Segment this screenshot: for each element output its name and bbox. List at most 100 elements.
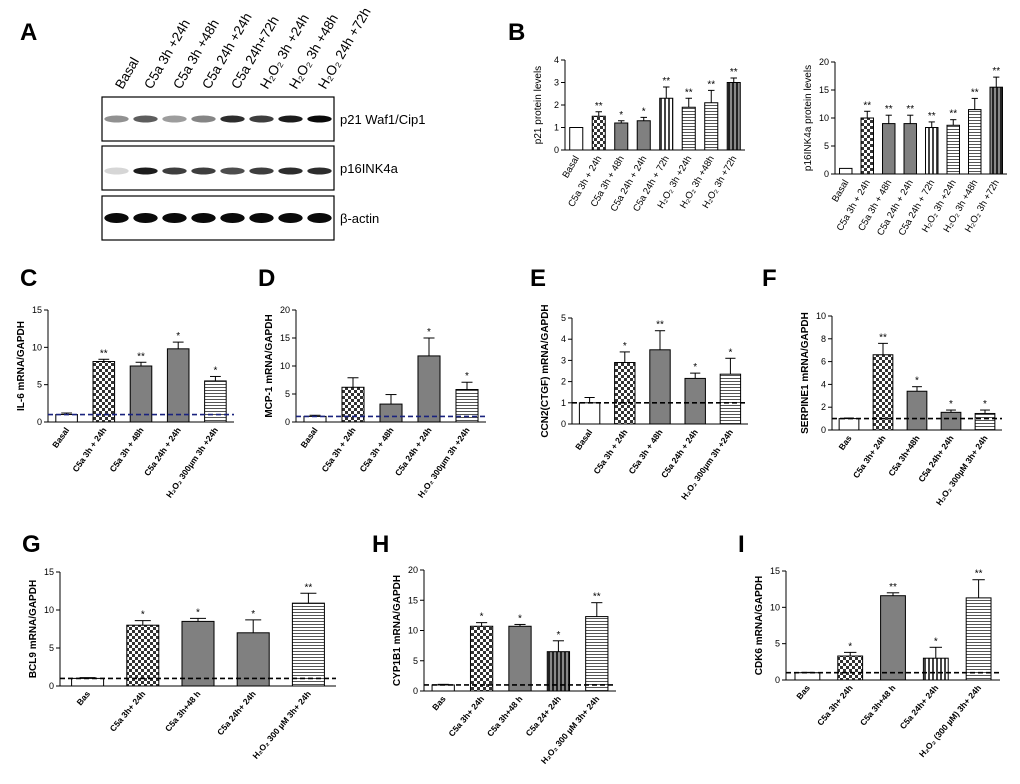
significance-label: * xyxy=(915,376,919,387)
category-label: C5a 3h+48 h xyxy=(858,683,898,728)
blot-band xyxy=(104,213,129,223)
category-label: C5a 24h + 24h xyxy=(659,427,700,479)
bar xyxy=(92,361,116,423)
category-label: C5a 3h + 24h xyxy=(319,425,357,474)
bar xyxy=(291,602,325,687)
panel-label-c: C xyxy=(20,265,37,292)
y-axis-label: BCL9 mRNA/GAPDH xyxy=(28,580,39,678)
y-tick-label: 5 xyxy=(561,313,566,323)
category-label: C5a 24h + 24h xyxy=(142,425,183,477)
panel-label-i: I xyxy=(738,531,745,558)
y-tick-label: 5 xyxy=(49,643,54,653)
y-axis-label: SERPINE1 mRNA/GAPDH xyxy=(800,312,811,434)
y-tick-label: 5 xyxy=(775,639,780,649)
y-tick-label: 0 xyxy=(554,145,559,155)
y-axis-label: p16INK4a protein levels xyxy=(803,65,814,171)
category-label: C5a 3h+ 24h xyxy=(851,433,888,480)
category-label: C5a 3h + 24h xyxy=(591,427,629,476)
category-label: C5a 3h+ 24h xyxy=(108,689,148,734)
significance-label: * xyxy=(728,347,732,358)
significance-label: ** xyxy=(100,348,108,359)
y-tick-label: 8 xyxy=(821,334,826,344)
blot-row-label: β-actin xyxy=(340,211,379,226)
bar xyxy=(585,616,609,692)
bar xyxy=(181,620,215,687)
y-tick-label: 15 xyxy=(280,333,290,343)
category-label: Bas xyxy=(74,689,92,708)
bar xyxy=(684,377,706,425)
y-tick-label: 10 xyxy=(408,626,418,636)
category-label: C5a 3h+48 h xyxy=(163,689,203,734)
blot-band xyxy=(307,167,332,175)
y-tick-label: 5 xyxy=(285,389,290,399)
significance-label: ** xyxy=(885,104,893,115)
blot-band xyxy=(162,115,187,123)
significance-label: ** xyxy=(879,332,887,343)
significance-label: ** xyxy=(949,109,957,120)
y-axis-label: IL-6 mRNA/GAPDH xyxy=(16,321,27,411)
blot-band xyxy=(249,167,274,175)
y-tick-label: 20 xyxy=(280,305,290,315)
blot-band xyxy=(133,115,158,123)
bar xyxy=(903,123,917,175)
category-label: C5a 3h+48 h xyxy=(485,694,525,739)
significance-label: ** xyxy=(975,569,983,580)
bar xyxy=(614,122,629,151)
significance-label: ** xyxy=(707,79,715,90)
bar xyxy=(469,625,494,692)
bar xyxy=(591,115,606,151)
significance-label: * xyxy=(619,110,623,121)
y-tick-label: 2 xyxy=(561,377,566,387)
category-label: C5a 24h+ 24h xyxy=(898,683,941,731)
y-tick-label: 0 xyxy=(285,417,290,427)
bar xyxy=(946,124,960,175)
y-tick-label: 4 xyxy=(554,55,559,65)
significance-label: ** xyxy=(863,100,871,111)
blot-band xyxy=(104,115,129,123)
bar xyxy=(704,102,719,151)
bar xyxy=(681,106,696,151)
bar xyxy=(236,632,270,687)
category-label: Bas xyxy=(430,694,448,713)
y-tick-label: 10 xyxy=(819,113,829,123)
significance-label: ** xyxy=(305,582,313,593)
y-tick-label: 15 xyxy=(44,567,54,577)
blot-band xyxy=(307,213,332,223)
y-tick-label: 15 xyxy=(408,595,418,605)
blot-band xyxy=(249,213,274,223)
blot-band xyxy=(162,167,187,175)
panel-label-h: H xyxy=(372,531,389,558)
y-tick-label: 15 xyxy=(819,85,829,95)
y-tick-label: 2 xyxy=(554,100,559,110)
panel-label-a: A xyxy=(20,19,37,46)
bar xyxy=(303,415,327,423)
blot-band xyxy=(278,213,303,223)
lane-label: Basal xyxy=(112,55,142,92)
y-tick-label: 0 xyxy=(37,417,42,427)
y-tick-label: 5 xyxy=(824,141,829,151)
bar xyxy=(965,597,992,681)
chart-g: 0 5 10 15 BCL9 mRNA/GAPDH Bas * C5a 3h+ 24h * C5a… xyxy=(28,567,336,761)
blot-band xyxy=(278,167,303,175)
y-tick-label: 3 xyxy=(561,355,566,365)
bar xyxy=(726,82,741,151)
significance-label: * xyxy=(949,399,953,410)
significance-label: * xyxy=(141,610,145,621)
category-label: H₂O₂ 300 µM 3h+ 24h xyxy=(250,689,313,761)
y-tick-label: 1 xyxy=(561,398,566,408)
significance-label: * xyxy=(934,636,938,647)
y-tick-label: 0 xyxy=(824,169,829,179)
bar xyxy=(569,127,584,151)
y-axis-label: CDK6 mRNA/GAPDH xyxy=(754,576,765,675)
y-tick-label: 10 xyxy=(44,605,54,615)
blot-band xyxy=(104,167,129,175)
blot-band xyxy=(133,167,158,175)
bar xyxy=(882,123,896,175)
chart-i: 0 5 10 15 CDK6 mRNA/GAPDH Bas * C5a 3h+ 24h ** C5… xyxy=(754,566,1000,759)
category-label: C5a 3h + 48h xyxy=(357,425,395,474)
bar xyxy=(614,362,636,425)
blot-band xyxy=(191,167,216,175)
y-tick-label: 10 xyxy=(280,361,290,371)
